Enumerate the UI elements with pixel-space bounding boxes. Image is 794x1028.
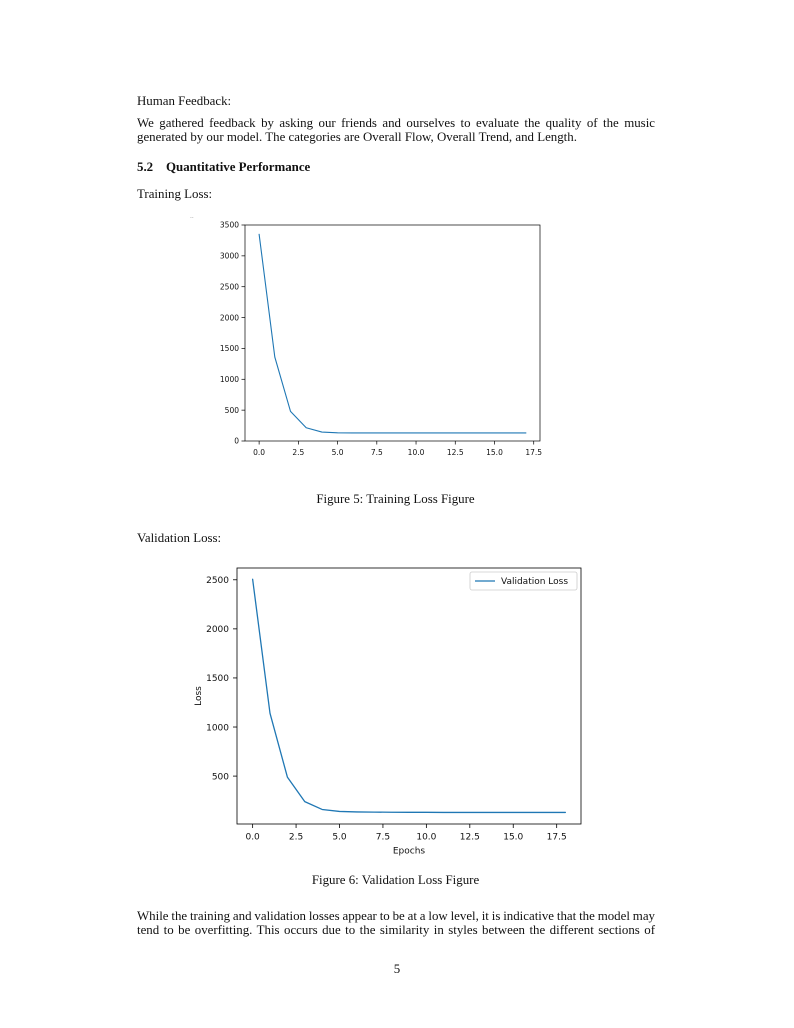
x-tick-label: 17.5 — [547, 833, 567, 843]
y-tick-label: 1500 — [206, 674, 229, 684]
training-loss-chart: 0.0 2.5 5.0 7.5 10.0 12.5 15.0 17.5 0 500 1000 1500… — [220, 221, 542, 457]
x-tick-label: 17.5 — [525, 448, 542, 457]
discussion-paragraph-line: While the training and validation losses… — [137, 909, 655, 923]
y-tick-label: 3500 — [220, 221, 239, 230]
feedback-paragraph-text: We gathered feedback by asking our frien… — [137, 116, 656, 130]
x-tick-label: 5.0 — [332, 448, 344, 457]
x-tick-label: 12.5 — [460, 833, 480, 843]
legend-label: Validation Loss — [501, 577, 568, 587]
y-tick-label: 1500 — [220, 344, 239, 353]
plot-frame — [244, 224, 541, 442]
feedback-paragraph-last-line: generated by our model. The categories a… — [137, 130, 577, 144]
y-tick-label: 0 — [234, 437, 239, 446]
training-loss-label: Training Loss: — [137, 187, 213, 201]
y-tick-label: 2000 — [220, 313, 239, 322]
section-number: 5.2 — [137, 160, 154, 174]
x-tick-label: 7.5 — [371, 448, 383, 457]
y-tick-label: 1000 — [220, 375, 239, 384]
feedback-paragraph-line: We gathered feedback by asking our frien… — [137, 116, 655, 130]
x-tick-label: 2.5 — [289, 833, 303, 843]
x-tick-label: 0.0 — [245, 833, 260, 843]
x-tick-label: 5.0 — [332, 833, 347, 843]
legend: Validation Loss — [469, 571, 578, 591]
x-tick-label: 15.0 — [486, 448, 503, 457]
plot-frame — [236, 567, 582, 825]
page-number: 5 — [393, 962, 401, 976]
x-tick-label: 12.5 — [447, 448, 464, 457]
y-tick-label: 2000 — [206, 625, 229, 635]
x-tick-label: 10.0 — [408, 448, 425, 457]
figure-6-caption: Figure 6: Validation Loss Figure — [311, 873, 480, 887]
x-tick-label: 0.0 — [253, 448, 265, 457]
y-tick-label: 2500 — [206, 576, 229, 586]
validation-loss-label: Validation Loss: — [137, 531, 222, 545]
discussion-paragraph-text: tend to be overfitting. This occurs due … — [137, 923, 655, 937]
x-tick-label: 7.5 — [376, 833, 390, 843]
figure-5-caption: Figure 5: Training Loss Figure — [316, 492, 475, 506]
x-tick-label: 10.0 — [416, 833, 436, 843]
y-tick-label: 2500 — [220, 282, 239, 291]
x-axis-label: Epochs — [393, 847, 426, 857]
y-tick-label: 1000 — [206, 723, 229, 733]
x-tick-label: 15.0 — [503, 833, 523, 843]
y-axis-label: Loss — [194, 686, 204, 706]
discussion-paragraph-text: While the training and validation losses… — [137, 909, 655, 923]
y-tick-label: 500 — [225, 406, 240, 415]
discussion-paragraph-line: tend to be overfitting. This occurs due … — [137, 923, 655, 937]
legend-box — [469, 571, 578, 591]
human-feedback-label: Human Feedback: — [137, 94, 232, 108]
section-heading: 5.2 Quantitative Performance — [137, 160, 310, 174]
y-tick-label: 500 — [212, 772, 229, 782]
corner-mark: .. — [190, 213, 194, 220]
x-tick-label: 2.5 — [292, 448, 304, 457]
section-title: Quantitative Performance — [166, 160, 311, 174]
series-line — [251, 578, 567, 814]
series-line — [258, 233, 527, 434]
y-tick-label: 3000 — [220, 252, 239, 261]
validation-loss-chart: 0.0 2.5 5.0 7.5 10.0 12.5 15.0 17.5 500 1000 1500 2… — [194, 567, 582, 857]
